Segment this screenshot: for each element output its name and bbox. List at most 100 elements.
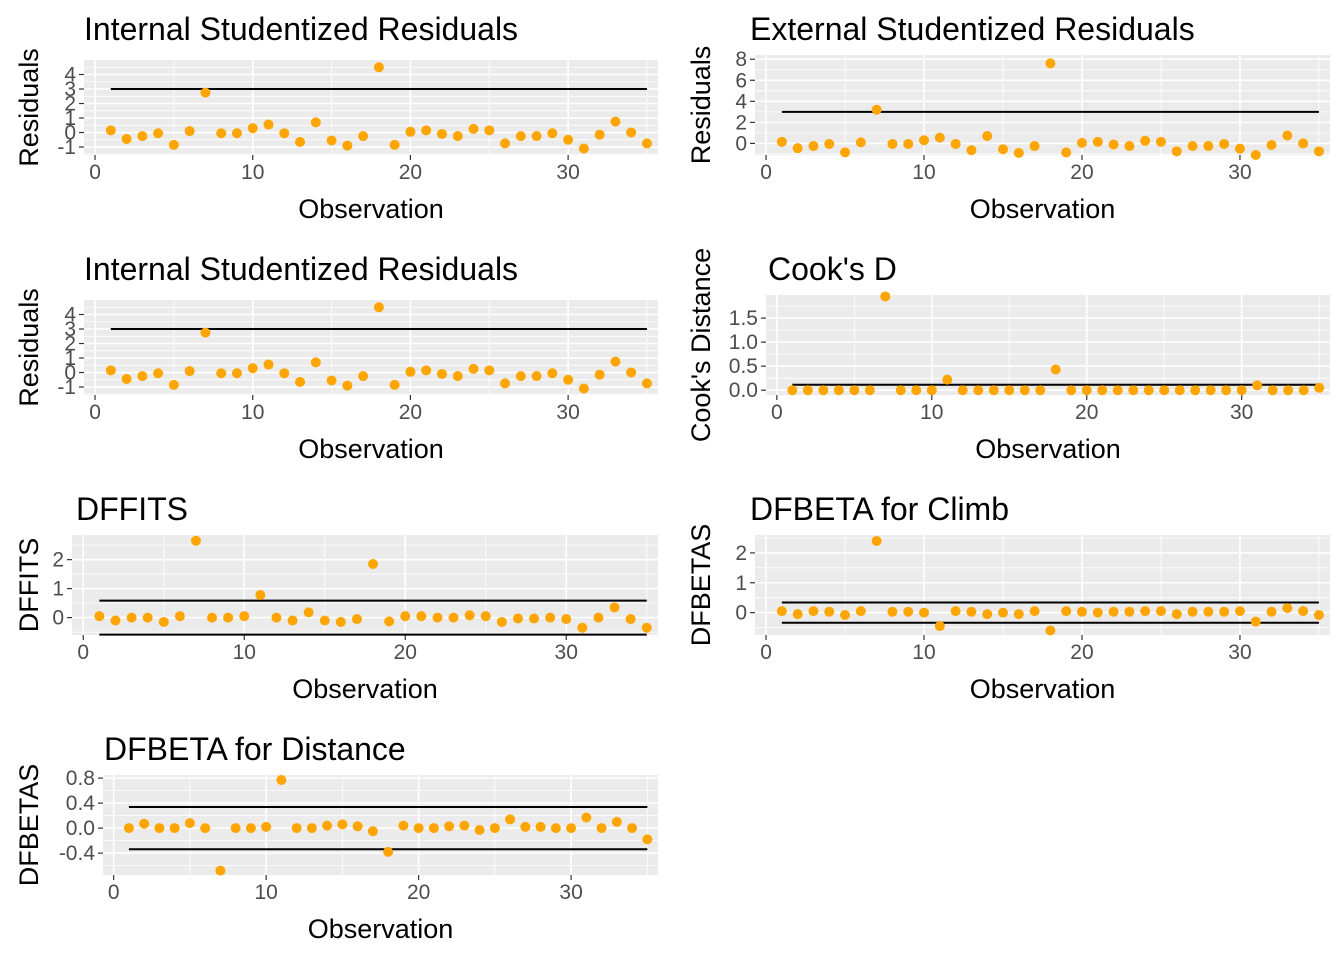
data-point [413,823,424,834]
data-point [887,138,898,149]
data-point [168,379,179,390]
data-point [1155,136,1166,147]
data-point [627,823,638,834]
data-point [520,821,531,832]
data-point [421,365,432,376]
y-tick-label: 1.0 [729,331,758,354]
data-point [642,834,653,845]
data-point [444,821,455,832]
data-point [326,135,337,146]
data-point [200,327,211,338]
data-point [824,138,835,149]
data-point [855,606,866,617]
data-point [966,606,977,617]
data-point [787,385,798,396]
x-tick-label: 30 [1228,641,1251,664]
data-point [489,823,500,834]
data-point [1124,141,1135,152]
data-point [1061,147,1072,158]
data-point [824,606,835,617]
data-point [287,615,298,626]
data-point [337,819,348,830]
data-point [279,368,290,379]
data-point [432,612,443,623]
data-point [139,818,150,829]
y-tick-label: 0.8 [66,767,95,790]
data-point [1313,146,1324,157]
data-point [398,820,409,831]
data-point [436,368,447,379]
data-point [383,846,394,857]
x-tick-label: 10 [241,401,264,424]
y-axis-label: DFFITS [14,538,44,633]
data-point [512,613,523,624]
data-point [1171,146,1182,157]
data-point [1250,616,1261,627]
x-tick-label: 0 [108,881,120,904]
x-tick-label: 20 [1075,401,1098,424]
data-point [1143,385,1154,396]
data-point [263,359,274,370]
y-tick-label: -1 [57,376,76,399]
data-point [230,823,241,834]
data-point [1234,143,1245,154]
x-axis-label: Observation [970,674,1116,704]
data-point [310,357,321,368]
data-point [982,131,993,142]
data-point [596,823,607,834]
data-point [389,379,400,390]
data-point [515,371,526,382]
data-point [1266,140,1277,150]
data-point [911,385,922,396]
data-point [231,368,242,379]
chart-title: DFBETA for Distance [104,731,406,767]
data-point [1314,382,1325,393]
y-tick-label: 0 [64,362,76,385]
data-point [169,823,180,834]
x-tick-label: 30 [1230,401,1253,424]
data-point [468,123,479,134]
chart-panel-5: 0 10 20 30 0 1 2 DFFITS Observation DFFITS [14,491,658,704]
data-point [1112,385,1123,396]
data-point [351,614,362,625]
data-point [421,125,432,136]
x-tick-label: 0 [77,641,89,664]
data-point [550,823,561,834]
data-point [231,128,242,139]
data-point [808,141,819,152]
x-tick-label: 10 [920,401,943,424]
data-point [416,611,427,622]
x-tick-label: 30 [1228,161,1251,184]
data-point [216,128,227,139]
data-point [1313,610,1324,620]
y-axis-label: Residuals [686,46,716,165]
data-point [505,814,516,825]
data-point [1219,606,1230,617]
data-point [358,131,369,142]
x-tick-label: 30 [556,401,579,424]
data-point [126,612,137,623]
data-point [295,136,306,147]
data-point [322,820,333,831]
data-point [593,612,604,623]
data-point [1221,385,1232,396]
y-tick-label: 2 [64,93,76,116]
data-point [105,125,116,136]
data-point [436,128,447,139]
data-point [871,535,882,546]
data-point [400,611,411,622]
data-point [792,609,803,620]
data-point [610,356,621,367]
data-point [545,612,556,623]
chart-title: External Studentized Residuals [750,11,1195,47]
data-point [792,143,803,154]
data-point [154,823,165,834]
y-tick-label: 2 [64,333,76,356]
data-point [261,821,272,832]
data-point [496,616,507,627]
y-tick-label: 2 [735,111,747,134]
data-point [384,616,395,627]
x-axis-label: Observation [970,194,1116,224]
